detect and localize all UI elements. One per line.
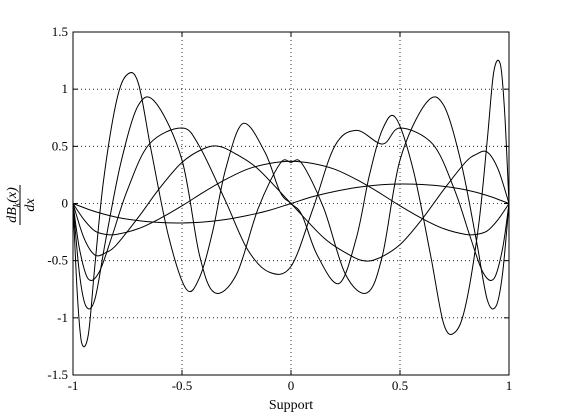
tick-marks: [72, 31, 510, 376]
x-tick-label: 0: [288, 378, 295, 393]
y-label-argument: (x): [5, 187, 20, 203]
x-tick-label: 0.5: [392, 378, 408, 393]
x-tick-label: -0.5: [172, 378, 193, 393]
series-line-5: [72, 96, 510, 310]
y-tick-label: 1.5: [52, 24, 68, 39]
x-tick-labels: -1 -0.5 0 0.5 1: [68, 378, 513, 393]
x-tick-label: 1: [506, 378, 513, 393]
x-tick-label: -1: [68, 378, 79, 393]
y-tick-labels: -1.5 -1 -0.5 0 0.5 1 1.5: [47, 24, 68, 382]
series-line-6: [72, 59, 510, 348]
y-tick-label: 1: [62, 81, 69, 96]
x-axis-label: Support: [269, 398, 313, 413]
y-label-numerator: dB: [5, 207, 20, 223]
y-tick-label: 0.5: [52, 138, 68, 153]
y-tick-label: -0.5: [47, 253, 68, 268]
svg-text:dBk(x): dBk(x): [5, 187, 23, 223]
y-tick-label: 0: [62, 196, 69, 211]
y-tick-label: -1: [57, 310, 68, 325]
y-label-denominator: dx: [23, 198, 38, 212]
y-axis-label: dBk(x) dx: [5, 185, 38, 225]
series-line-4: [72, 127, 510, 282]
grid-lines: [73, 32, 509, 375]
series-group: [72, 59, 510, 348]
y-tick-label: -1.5: [47, 367, 68, 382]
series-line-2: [72, 160, 510, 236]
y-label-subscript: k: [12, 202, 23, 207]
